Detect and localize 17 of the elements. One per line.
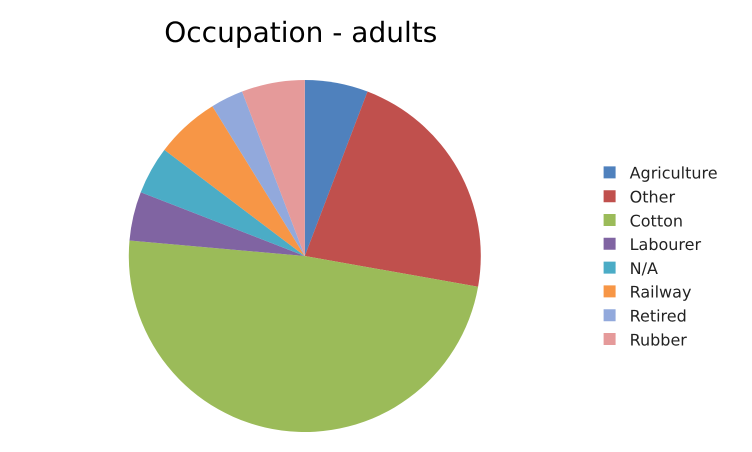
legend-label: N/A [630, 258, 658, 278]
pie-slice [164, 106, 305, 256]
pie-slice [128, 240, 478, 432]
pie-slice [304, 92, 481, 287]
legend-label: Cotton [630, 211, 684, 230]
legend-label: Labourer [630, 235, 702, 254]
chart-title: Occupation - adults [164, 16, 438, 50]
pie-slice [140, 150, 305, 256]
legend-label: Other [630, 187, 676, 206]
legend-label: Retired [630, 306, 687, 326]
legend-label: Rubber [630, 330, 688, 350]
legend-label: Railway [630, 282, 692, 302]
pie-slice [212, 92, 305, 256]
pie-slice [242, 80, 305, 256]
legend-label: Agriculture [630, 164, 718, 183]
pie-slice [304, 80, 368, 256]
pie-slice [129, 192, 305, 256]
